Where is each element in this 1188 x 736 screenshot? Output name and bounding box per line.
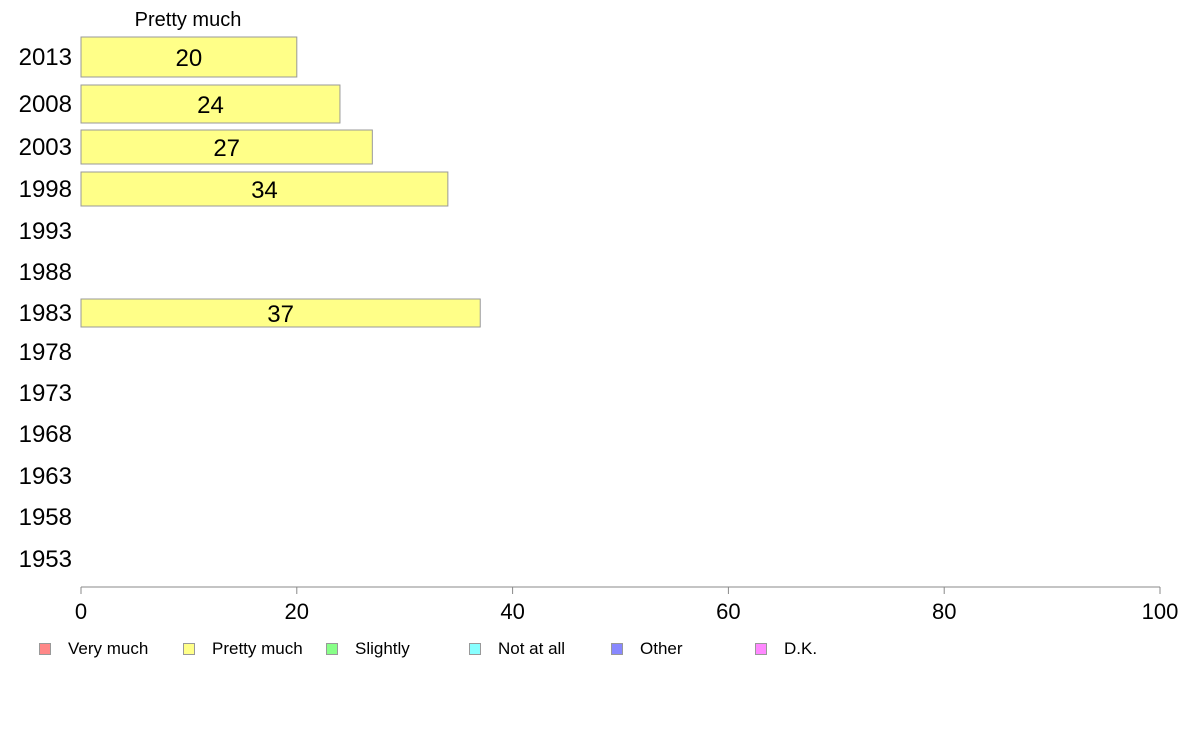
bars-group: 20 24 27 34 37 xyxy=(80,36,481,328)
y-axis-labels: 2013 2008 2003 1998 1993 1988 1983 1978 1973 1968… xyxy=(19,44,72,573)
legend-item: Pretty much xyxy=(183,639,303,659)
legend-swatch xyxy=(611,643,623,655)
y-tick-label-2008: 2008 xyxy=(19,91,72,118)
y-tick-label-1983: 1983 xyxy=(19,300,72,327)
legend-swatch xyxy=(469,643,481,655)
x-tick-label-100: 100 xyxy=(1142,599,1179,624)
bar-2003 xyxy=(80,129,373,165)
legend-label: Other xyxy=(640,639,683,658)
y-tick-label-1968: 1968 xyxy=(19,421,72,448)
y-tick-label-1963: 1963 xyxy=(19,463,72,490)
data-label-2008: 24 xyxy=(197,92,224,119)
legend-swatch xyxy=(755,643,767,655)
legend-item: D.K. xyxy=(755,639,817,659)
legend-swatch xyxy=(183,643,195,655)
x-tick-label-20: 20 xyxy=(285,599,309,624)
bar-1998 xyxy=(80,171,449,207)
y-tick-label-2003: 2003 xyxy=(19,134,72,161)
data-label-1998: 34 xyxy=(251,177,278,204)
x-tick-label-60: 60 xyxy=(716,599,740,624)
legend-label: Pretty much xyxy=(212,639,303,658)
y-tick-label-1958: 1958 xyxy=(19,504,72,531)
legend-item: Other xyxy=(611,639,683,659)
y-tick-label-1953: 1953 xyxy=(19,546,72,573)
legend-item: Slightly xyxy=(326,639,410,659)
bar-2013 xyxy=(80,36,298,78)
y-tick-label-2013: 2013 xyxy=(19,44,72,71)
data-label-2003: 27 xyxy=(213,135,240,162)
x-axis: 0 20 40 60 80 100 xyxy=(75,586,1179,624)
x-tick-label-0: 0 xyxy=(75,599,87,624)
legend-label: Very much xyxy=(68,639,149,658)
legend-swatch xyxy=(326,643,338,655)
legend-item: Not at all xyxy=(469,639,565,659)
legend-swatch xyxy=(39,643,51,655)
legend-label: Slightly xyxy=(355,639,410,658)
legend-item: Very much xyxy=(39,639,148,659)
y-tick-label-1978: 1978 xyxy=(19,339,72,366)
y-tick-label-1988: 1988 xyxy=(19,259,72,286)
data-label-2013: 20 xyxy=(176,45,203,72)
bar-1983 xyxy=(80,298,481,328)
panel-title: Pretty much xyxy=(135,9,242,31)
legend-label: D.K. xyxy=(784,639,818,658)
bar-chart: Pretty much 20 24 27 34 37 2013 2008 2003 1998 1… xyxy=(19,9,1179,624)
data-label-1983: 37 xyxy=(267,301,294,328)
x-tick-label-40: 40 xyxy=(500,599,524,624)
x-tick-label-80: 80 xyxy=(932,599,956,624)
y-tick-label-1998: 1998 xyxy=(19,176,72,203)
y-tick-label-1993: 1993 xyxy=(19,218,72,245)
y-tick-label-1973: 1973 xyxy=(19,380,72,407)
bar-2008 xyxy=(80,84,341,124)
legend-label: Not at all xyxy=(498,639,566,658)
